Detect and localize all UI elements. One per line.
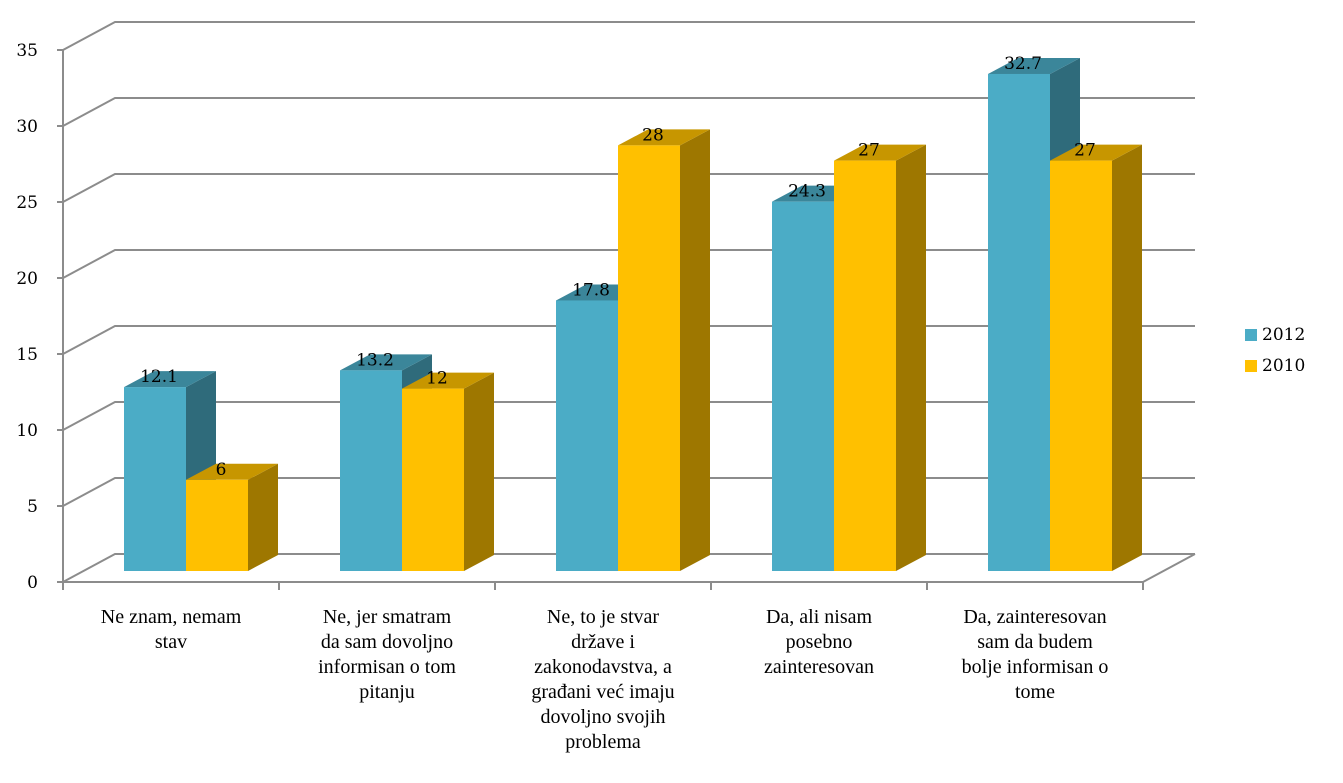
x-category-label-line: zainteresovan — [764, 656, 874, 678]
bar-front — [124, 387, 186, 571]
data-label-2010-1: 12 — [426, 369, 448, 389]
y-tick-label: 20 — [16, 269, 38, 289]
data-label-2012-0: 12.1 — [140, 367, 178, 387]
x-category-label-line: problema — [565, 731, 641, 753]
y-tick-label: 5 — [27, 497, 38, 517]
x-category-label: Da, ali nisam posebno zainteresovan — [719, 605, 919, 680]
y-tick-label: 15 — [16, 345, 38, 365]
x-category-label-line: države i — [571, 631, 635, 653]
data-label-2012-2: 17.8 — [572, 280, 610, 300]
bar-2010-4 — [1050, 144, 1142, 571]
bar-front — [402, 388, 464, 571]
bar-side — [680, 129, 710, 571]
x-category-label-line: informisan o tom — [318, 656, 456, 678]
data-label-2010-2: 28 — [642, 125, 664, 145]
y-tick-label: 10 — [16, 421, 38, 441]
x-category-label-line: Da, ali nisam — [765, 606, 873, 628]
x-category-label-line: sam da budem — [977, 631, 1093, 653]
bar-front — [772, 201, 834, 571]
bar-front — [556, 300, 618, 571]
x-category-label-line: posebno — [785, 631, 853, 653]
bar-2010-3 — [834, 144, 926, 571]
axes — [57, 49, 1196, 590]
legend: 2012 2010 — [1245, 325, 1305, 387]
data-label-2010-4: 27 — [1074, 141, 1096, 161]
legend-swatch-2010 — [1245, 360, 1257, 372]
x-category-label: Ne, jer smatram da sam dovoljno informisan… — [287, 605, 487, 705]
x-category-label-line: pitanju — [359, 681, 415, 703]
bar-front — [340, 370, 402, 571]
bar-2012-0 — [124, 371, 216, 571]
bar-side — [248, 463, 278, 571]
x-category-label-line: Da, zainteresovan — [963, 606, 1107, 628]
bar-top — [988, 57, 1080, 74]
y-tick-label: 25 — [16, 193, 38, 213]
bar-front — [618, 145, 680, 571]
x-category-label: Ne znam, nemam stav — [71, 605, 271, 655]
bar-front — [834, 160, 896, 571]
x-category-label-line: da sam dovoljno — [320, 631, 454, 653]
y-tick-label: 35 — [16, 41, 38, 61]
legend-label-2010: 2010 — [1262, 356, 1306, 376]
data-label-2012-1: 13.2 — [356, 350, 394, 370]
x-category-label-line: tome — [1015, 681, 1055, 703]
bar-side — [464, 372, 494, 571]
bar-top — [340, 354, 432, 371]
x-category-label-line: Ne, to je stvar — [546, 606, 660, 628]
legend-item-2010: 2010 — [1245, 356, 1305, 376]
x-category-label: Da, zainteresovan sam da budem bolje infor… — [935, 605, 1135, 705]
data-label-2010-0: 6 — [216, 460, 227, 480]
bar-top — [402, 372, 494, 389]
x-category-label-line: stav — [154, 631, 188, 653]
bar-2010-1 — [402, 372, 494, 571]
y-tick-label: 0 — [27, 573, 38, 593]
bar-top — [618, 129, 710, 146]
x-category-label-line: Ne, jer smatram — [322, 606, 452, 628]
data-label-2012-3: 24.3 — [788, 182, 826, 202]
x-category-label-line: bolje informisan o — [961, 656, 1109, 678]
bar-top — [186, 463, 278, 480]
x-category-label-line: dovoljno svojih — [540, 706, 666, 728]
gridline — [62, 21, 1195, 51]
bar-side — [1112, 144, 1142, 571]
x-category-label-line: Ne znam, nemam — [100, 606, 242, 628]
bars — [124, 57, 1142, 572]
data-labels: 12.1 6 13.2 12 17.8 28 24.3 27 32.7 27 — [140, 54, 1096, 480]
bar-top — [1050, 144, 1142, 161]
x-category-label-line: građani već imaju — [531, 681, 675, 703]
bar-top — [124, 371, 216, 388]
gridline — [62, 97, 1195, 127]
data-label-2012-4: 32.7 — [1004, 54, 1042, 74]
bar-front — [988, 73, 1050, 572]
x-category-label: Ne, to je stvar države i zakonodavstva, a g… — [503, 605, 703, 755]
data-label-2010-3: 27 — [858, 141, 880, 161]
bar-2010-2 — [618, 129, 710, 571]
y-tick-label: 30 — [16, 117, 38, 137]
bar-side — [896, 144, 926, 571]
bar-front — [186, 479, 248, 571]
legend-item-2012: 2012 — [1245, 325, 1305, 345]
bar-top — [834, 144, 926, 161]
x-category-label-line: zakonodavstva, a — [534, 656, 672, 678]
legend-swatch-2012 — [1245, 329, 1257, 341]
legend-label-2012: 2012 — [1262, 325, 1306, 345]
bar-2010-0 — [186, 463, 278, 571]
bar-front — [1050, 160, 1112, 571]
